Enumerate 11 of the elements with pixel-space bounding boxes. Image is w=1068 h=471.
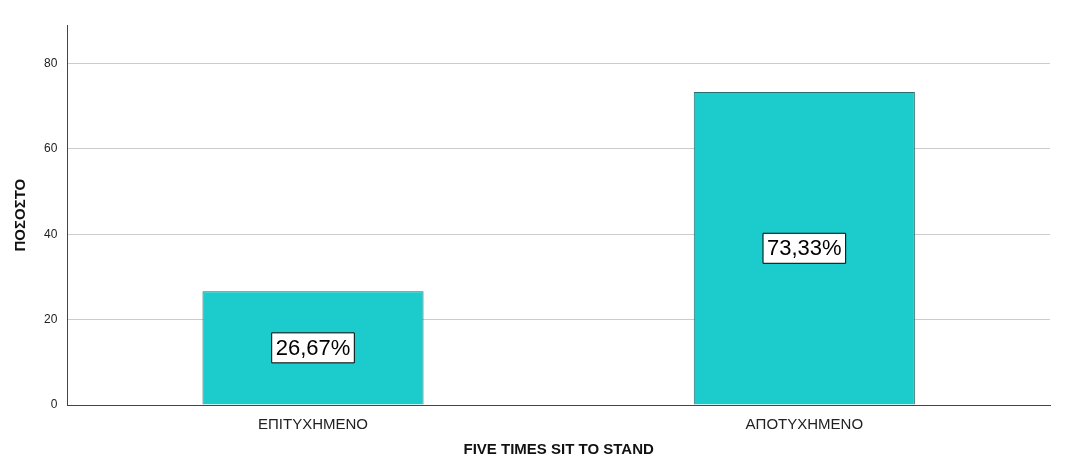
y-tick-label: 80 [43, 55, 58, 70]
x-axis-title: FIVE TIMES SIT TO STAND [463, 440, 654, 458]
x-tick-label: ΑΠΟΤΥΧΗΜΕΝΟ [745, 415, 864, 433]
data-label: 26,67% [275, 334, 351, 360]
y-tick-label: 20 [43, 311, 58, 326]
y-tick-label: 0 [50, 397, 58, 412]
y-tick-label: 60 [43, 141, 58, 156]
y-axis-title: ΠΟΣΟΣΤΟ [11, 178, 29, 252]
y-tick-label: 40 [43, 226, 58, 241]
data-label: 73,33% [767, 235, 842, 261]
x-tick-label: ΕΠΙΤΥΧΗΜΕΝΟ [258, 415, 369, 433]
